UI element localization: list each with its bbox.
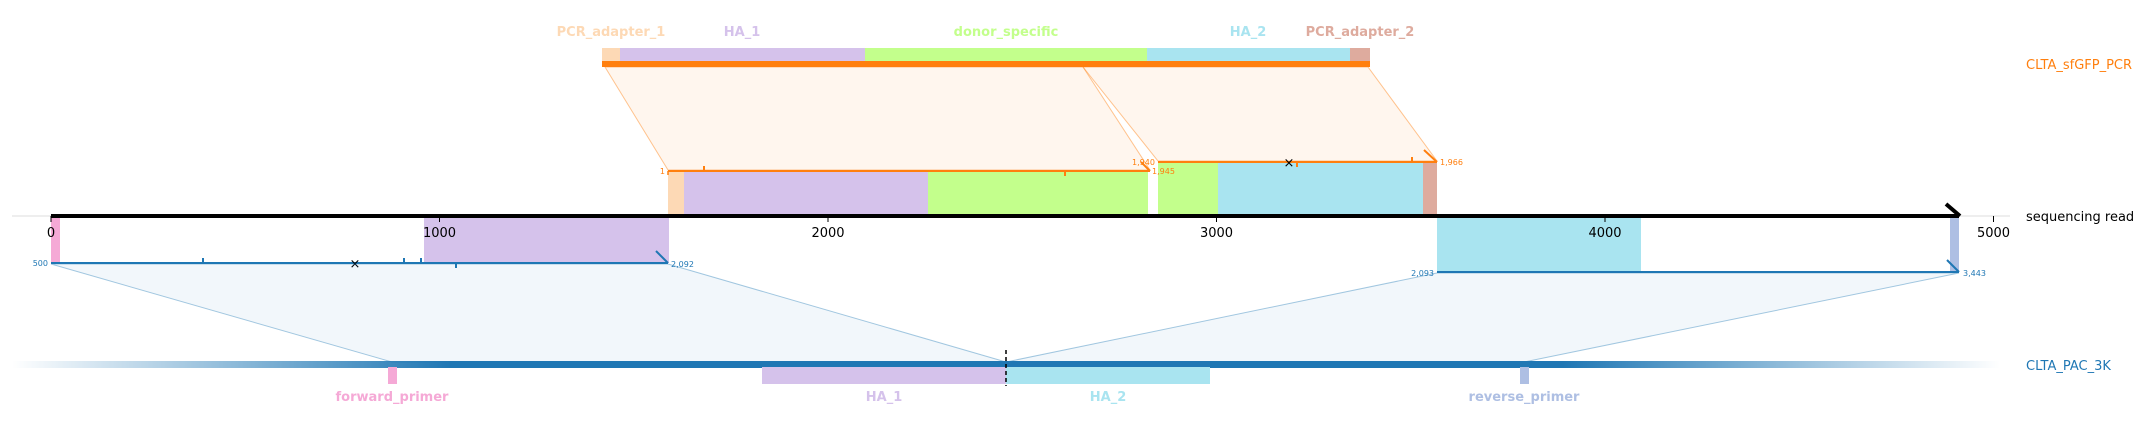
donor-ha-2-block (1147, 48, 1350, 62)
target-connection-2 (1005, 272, 1960, 363)
target-alignment-2-end-label: 3,443 (1963, 269, 1986, 278)
label-forward-primer: forward_primer (336, 390, 450, 405)
target-reverse-primer-block (1520, 367, 1529, 384)
read-donor-features (51, 163, 1959, 272)
donor-pcr-adapter-2-block (1350, 48, 1370, 62)
read-ha-2-block-lower (1437, 217, 1641, 272)
read-reverse-primer-block (1950, 217, 1959, 272)
read-name: sequencing read (2026, 210, 2134, 225)
target-ha-1-block (762, 367, 1006, 384)
read-tick-label: 0 (47, 226, 55, 241)
label-reverse-primer: reverse_primer (1469, 390, 1581, 405)
target-connection-1 (50, 263, 1007, 363)
donor-name: CLTA_sfGFP_PCR (2026, 58, 2132, 73)
target-forward-primer-block (388, 367, 397, 384)
target-name: CLTA_PAC_3K (2026, 359, 2111, 374)
label-target-ha-2: HA_2 (1090, 390, 1127, 405)
target-alignment-line-2-end-hook (1946, 259, 1960, 273)
read-end-arrow (1944, 202, 1962, 218)
donor-backbone (602, 61, 1370, 67)
label-donor-ha-2: HA_2 (1230, 25, 1267, 40)
read-ha-1-block (684, 172, 928, 215)
donor-ha-1-block (620, 48, 865, 62)
read-pcr-adapter-2-block (1423, 163, 1437, 215)
target-deletion-x-icon: × (350, 257, 361, 272)
target-alignment-line-1-end-hook (655, 250, 669, 264)
donor-top: PCR_adapter_1 HA_1 donor_specific HA_2 P… (557, 25, 2132, 73)
read-tick-label: 2000 (811, 226, 844, 241)
donor-deletion-x-icon: × (1284, 156, 1295, 171)
read-forward-primer-block (51, 217, 60, 263)
donor-connection-1 (604, 66, 1151, 171)
donor-alignment-2-start-label: 1,945 (1152, 167, 1175, 176)
read-ticks: 0 1000 2000 3000 4000 5000 (47, 216, 2010, 241)
read-tick-label: 4000 (1588, 226, 1621, 241)
target-alignment-lines: × 500 2,092 2,093 3,443 (33, 250, 1986, 278)
donor-alignment-1-end-label: 1,940 (1132, 158, 1155, 167)
donor-alignment-connections (604, 66, 1438, 171)
read-tick-label: 3000 (1200, 226, 1233, 241)
donor-specific-block (865, 48, 1147, 62)
label-pcr-adapter-1: PCR_adapter_1 (557, 25, 666, 40)
donor-connection-2 (1081, 66, 1438, 162)
target-bottom: forward_primer HA_1 HA_2 reverse_primer … (12, 350, 2111, 405)
donor-alignment-line-2-end-hook (1423, 149, 1438, 163)
read-tick-label: 5000 (1977, 226, 2010, 241)
donor-alignment-2-end-label: 1,966 (1440, 158, 1463, 167)
donor-pcr-adapter-1-block (602, 48, 620, 62)
donor-alignment-lines: 1 1,940 × 1,945 1,966 (660, 149, 1463, 176)
read-ha-2-block (1218, 163, 1423, 215)
read-tick-label: 1000 (423, 226, 456, 241)
target-alignment-2-start-label: 2,093 (1411, 269, 1434, 278)
read-pcr-adapter-1-block (668, 172, 684, 215)
read-axis: 0 1000 2000 3000 4000 5000 sequencing read (12, 202, 2134, 241)
target-alignment-1-end-label: 2,092 (671, 260, 694, 269)
label-donor-ha-1: HA_1 (724, 25, 761, 40)
read-donor-specific-block-2 (1158, 163, 1218, 215)
target-alignment-connections (50, 263, 1960, 363)
read-ha-1-block-lower (424, 217, 669, 263)
donor-alignment-line-1-end-hook (1140, 161, 1151, 172)
label-target-ha-1: HA_1 (866, 390, 903, 405)
read-donor-specific-block-1 (928, 172, 1148, 215)
label-pcr-adapter-2: PCR_adapter_2 (1306, 25, 1415, 40)
donor-alignment-1-start-label: 1 (660, 167, 665, 176)
target-ha-2-block (1006, 367, 1210, 384)
target-alignment-1-start-label: 500 (33, 259, 48, 268)
label-donor-specific: donor_specific (954, 25, 1059, 40)
